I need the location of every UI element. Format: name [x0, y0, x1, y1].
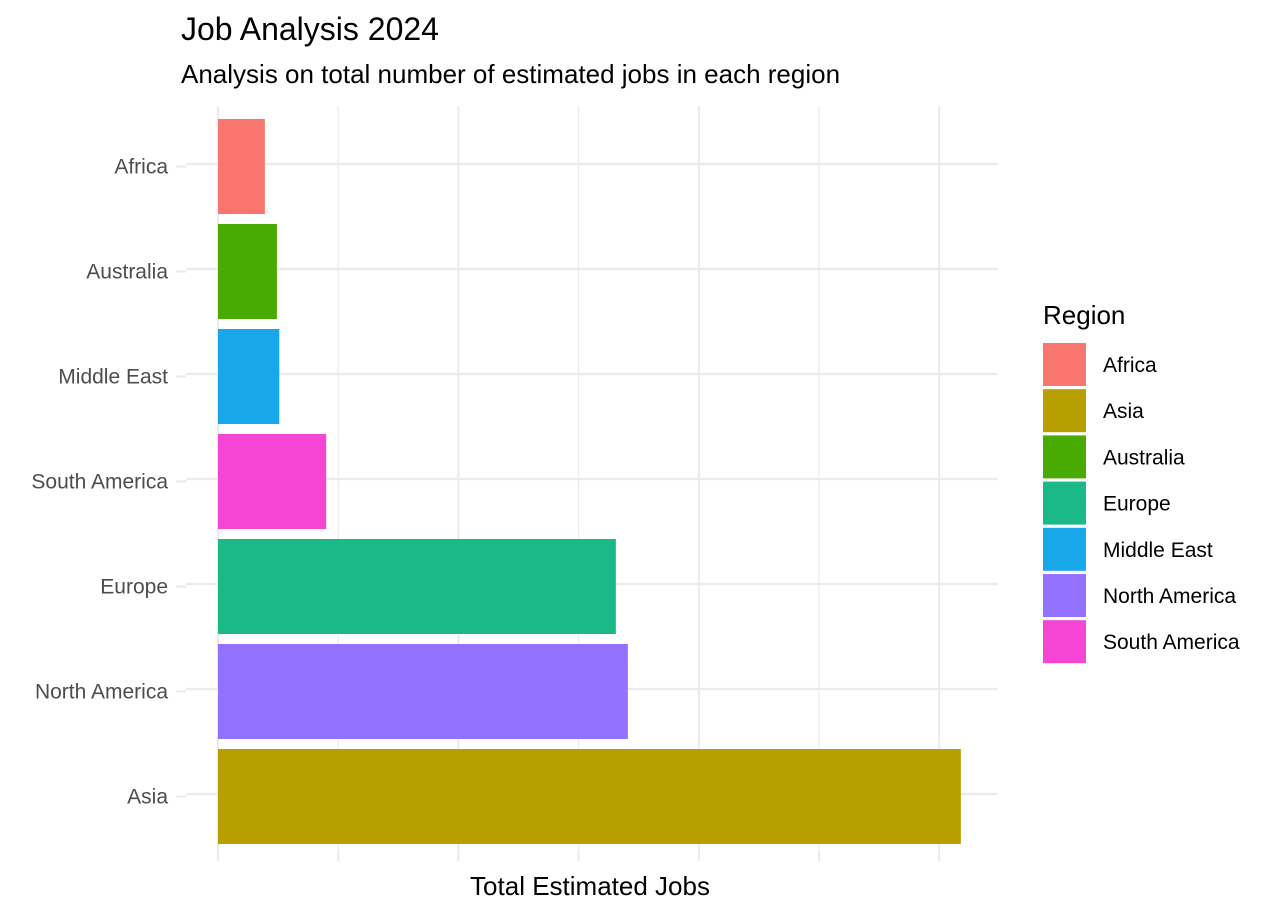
legend-item-europe: Europe — [1043, 481, 1171, 525]
legend: Region Africa Asia Australia Europe Middle E… — [1043, 300, 1240, 664]
bar-north-america — [218, 644, 628, 739]
x-axis-title: Total Estimated Jobs — [470, 871, 710, 901]
x-tick-marks — [216, 852, 941, 861]
legend-swatch — [1043, 435, 1086, 479]
bar-europe — [218, 539, 616, 634]
legend-swatch — [1043, 343, 1086, 386]
legend-label: Middle East — [1103, 539, 1213, 562]
bar-middle-east — [218, 329, 280, 424]
chart-subtitle: Analysis on total number of estimated jo… — [181, 59, 840, 89]
legend-item-africa: Africa — [1043, 343, 1157, 386]
bar-africa — [218, 119, 265, 214]
legend-item-north-america: North America — [1043, 574, 1236, 617]
legend-swatch — [1043, 527, 1086, 571]
legend-label: Africa — [1103, 354, 1157, 377]
bar-australia — [218, 224, 277, 319]
legend-item-south-america: South America — [1043, 620, 1240, 664]
legend-swatch — [1043, 389, 1086, 433]
chart-title: Job Analysis 2024 — [181, 11, 439, 47]
legend-label: North America — [1103, 585, 1236, 608]
category-label: North America — [35, 681, 168, 704]
bar-asia — [218, 749, 961, 844]
category-label: Australia — [86, 261, 168, 284]
legend-swatch — [1043, 481, 1086, 525]
legend-swatch — [1043, 574, 1086, 617]
legend-swatch — [1043, 620, 1086, 664]
y-tick-marks — [176, 165, 186, 798]
legend-item-australia: Australia — [1043, 435, 1185, 479]
category-label: Europe — [100, 576, 168, 599]
legend-label: South America — [1103, 631, 1240, 654]
category-label: Middle East — [58, 366, 168, 389]
legend-item-asia: Asia — [1043, 389, 1144, 433]
legend-label: Australia — [1103, 446, 1185, 469]
bar-south-america — [218, 434, 327, 529]
bar-series — [218, 119, 961, 844]
category-labels: Africa Australia Middle East South America E… — [31, 156, 168, 809]
legend-title: Region — [1043, 300, 1125, 330]
category-label: South America — [31, 471, 168, 494]
legend-label: Asia — [1103, 400, 1144, 423]
category-label: Africa — [114, 156, 168, 179]
legend-item-middle-east: Middle East — [1043, 527, 1213, 571]
legend-label: Europe — [1103, 493, 1171, 516]
category-label: Asia — [127, 786, 168, 809]
